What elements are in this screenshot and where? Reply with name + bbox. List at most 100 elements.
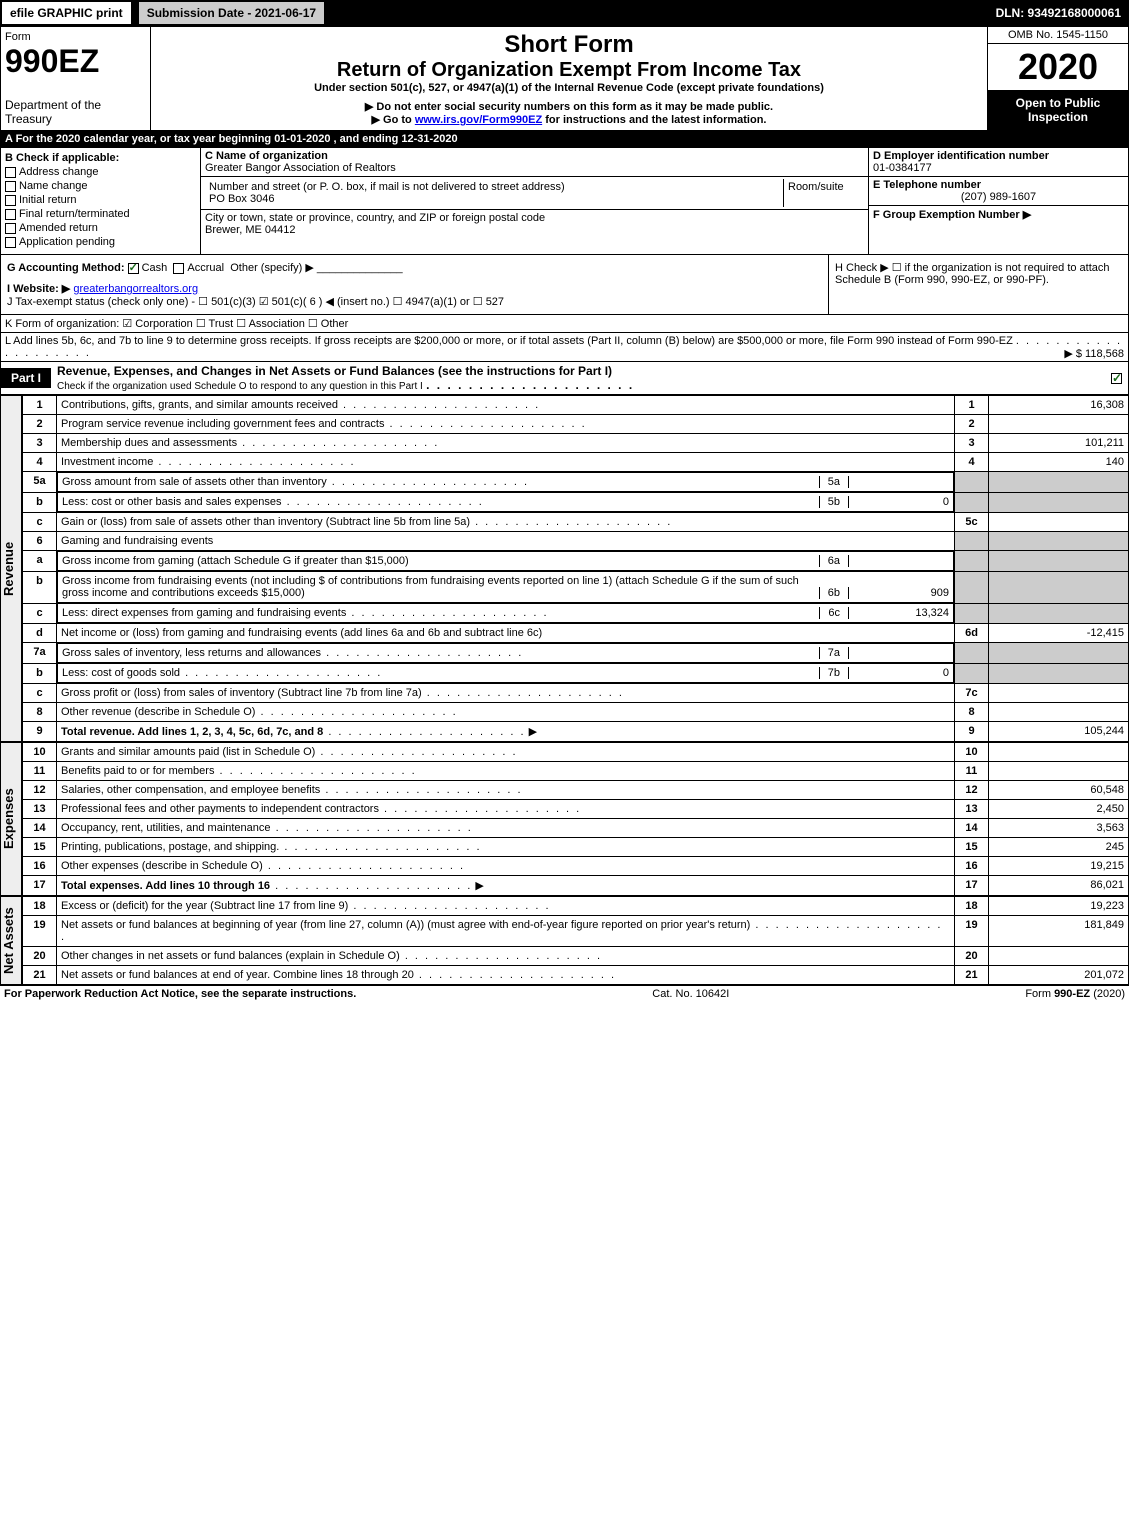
l-line: L Add lines 5b, 6c, and 7b to line 9 to …: [0, 333, 1129, 362]
line-9: 9Total revenue. Add lines 1, 2, 3, 4, 5c…: [23, 722, 1129, 742]
submission-date: Submission Date - 2021-06-17: [137, 0, 326, 26]
line-10: 10Grants and similar amounts paid (list …: [23, 743, 1129, 762]
line-3: 3Membership dues and assessments3101,211: [23, 434, 1129, 453]
line-12: 12Salaries, other compensation, and empl…: [23, 781, 1129, 800]
block-d: D Employer identification number 01-0384…: [868, 148, 1128, 254]
revenue-label: Revenue: [0, 395, 22, 742]
line-20: 20Other changes in net assets or fund ba…: [23, 947, 1129, 966]
line-6c: cLess: direct expenses from gaming and f…: [23, 603, 1129, 624]
f-label: F Group Exemption Number ▶: [873, 209, 1031, 221]
opt-application-pending[interactable]: Application pending: [5, 236, 196, 248]
line-14: 14Occupancy, rent, utilities, and mainte…: [23, 819, 1129, 838]
room-suite-label: Room/suite: [784, 179, 864, 207]
line-7b: bLess: cost of goods sold7b0: [23, 663, 1129, 684]
part1-checkbox[interactable]: [1111, 373, 1122, 384]
line-19: 19Net assets or fund balances at beginni…: [23, 916, 1129, 947]
g-label: G Accounting Method:: [7, 262, 125, 274]
part1-title: Revenue, Expenses, and Changes in Net As…: [57, 364, 612, 378]
opt-address-change[interactable]: Address change: [5, 166, 196, 178]
block-c: C Name of organization Greater Bangor As…: [201, 148, 868, 254]
opt-name-change[interactable]: Name change: [5, 180, 196, 192]
opt-initial-return[interactable]: Initial return: [5, 194, 196, 206]
city-label: City or town, state or province, country…: [205, 212, 864, 224]
goto-pre: ▶ Go to: [372, 114, 415, 126]
block-b-title: B Check if applicable:: [5, 152, 196, 164]
gh-row: G Accounting Method: Cash Accrual Other …: [0, 255, 1129, 315]
netassets-section: Net Assets 18Excess or (deficit) for the…: [0, 896, 1129, 985]
org-name: Greater Bangor Association of Realtors: [205, 162, 864, 174]
line-17: 17Total expenses. Add lines 10 through 1…: [23, 876, 1129, 896]
revenue-table: 1Contributions, gifts, grants, and simil…: [22, 395, 1129, 742]
block-b: B Check if applicable: Address change Na…: [1, 148, 201, 254]
line-18: 18Excess or (deficit) for the year (Subt…: [23, 897, 1129, 916]
line-7a: 7aGross sales of inventory, less returns…: [23, 643, 1129, 664]
blocks-bcd: B Check if applicable: Address change Na…: [0, 148, 1129, 255]
form-header: Form 990EZ Department of the Treasury Sh…: [0, 26, 1129, 131]
form-title: Return of Organization Exempt From Incom…: [155, 59, 983, 82]
footer-mid: Cat. No. 10642I: [652, 988, 729, 1000]
expenses-table: 10Grants and similar amounts paid (list …: [22, 742, 1129, 896]
d-label: D Employer identification number: [873, 150, 1124, 162]
e-label: E Telephone number: [873, 179, 1124, 191]
part1-header: Part I Revenue, Expenses, and Changes in…: [0, 362, 1129, 395]
efile-print-button[interactable]: efile GRAPHIC print: [0, 0, 133, 26]
dln: DLN: 93492168000061: [988, 2, 1129, 24]
phone: (207) 989-1607: [873, 191, 1124, 203]
line-16: 16Other expenses (describe in Schedule O…: [23, 857, 1129, 876]
goto-line: ▶ Go to www.irs.gov/Form990EZ for instru…: [155, 113, 983, 126]
form-number: 990EZ: [5, 43, 146, 80]
opt-final-return[interactable]: Final return/terminated: [5, 208, 196, 220]
line-8: 8Other revenue (describe in Schedule O)8: [23, 703, 1129, 722]
ein: 01-0384177: [873, 162, 1124, 174]
opt-amended-return[interactable]: Amended return: [5, 222, 196, 234]
line-2: 2Program service revenue including gover…: [23, 415, 1129, 434]
short-form-title: Short Form: [155, 31, 983, 59]
addr-label: Number and street (or P. O. box, if mail…: [209, 181, 779, 193]
line-5a: 5aGross amount from sale of assets other…: [23, 472, 1129, 493]
omb-number: OMB No. 1545-1150: [988, 27, 1128, 44]
website-link[interactable]: greaterbangorrealtors.org: [73, 283, 198, 295]
line-a: A For the 2020 calendar year, or tax yea…: [0, 131, 1129, 148]
g-cash: Cash: [142, 262, 168, 274]
g-accrual-check[interactable]: [173, 263, 184, 274]
goto-post: for instructions and the latest informat…: [542, 114, 766, 126]
l-amt: ▶ $ 118,568: [1064, 347, 1124, 360]
form-label: Form: [5, 31, 146, 43]
h-line: H Check ▶ ☐ if the organization is not r…: [828, 255, 1128, 314]
line-5b: bLess: cost or other basis and sales exp…: [23, 492, 1129, 513]
line-7c: cGross profit or (loss) from sales of in…: [23, 684, 1129, 703]
top-bar: efile GRAPHIC print Submission Date - 20…: [0, 0, 1129, 26]
i-label: I Website: ▶: [7, 283, 70, 295]
c-label: C Name of organization: [205, 150, 864, 162]
tax-year: 2020: [988, 44, 1128, 90]
line-21: 21Net assets or fund balances at end of …: [23, 966, 1129, 985]
g-other: Other (specify) ▶: [230, 262, 314, 274]
line-5c: cGain or (loss) from sale of assets othe…: [23, 513, 1129, 532]
footer-right: Form 990-EZ (2020): [1025, 988, 1125, 1000]
k-line: K Form of organization: ☑ Corporation ☐ …: [0, 315, 1129, 333]
netassets-table: 18Excess or (deficit) for the year (Subt…: [22, 896, 1129, 985]
g-accrual: Accrual: [187, 262, 224, 274]
expenses-section: Expenses 10Grants and similar amounts pa…: [0, 742, 1129, 896]
expenses-label: Expenses: [0, 742, 22, 896]
line-6: 6Gaming and fundraising events: [23, 532, 1129, 551]
footer-left: For Paperwork Reduction Act Notice, see …: [4, 988, 356, 1000]
ssn-warning: ▶ Do not enter social security numbers o…: [155, 100, 983, 113]
part1-check-text: Check if the organization used Schedule …: [57, 381, 423, 392]
dept-treasury: Department of the Treasury: [5, 98, 146, 126]
under-section: Under section 501(c), 527, or 4947(a)(1)…: [155, 82, 983, 94]
footer: For Paperwork Reduction Act Notice, see …: [0, 985, 1129, 1002]
line-13: 13Professional fees and other payments t…: [23, 800, 1129, 819]
irs-link[interactable]: www.irs.gov/Form990EZ: [415, 114, 542, 126]
line-6d: dNet income or (loss) from gaming and fu…: [23, 624, 1129, 643]
line-6a: aGross income from gaming (attach Schedu…: [23, 551, 1129, 572]
g-cash-check[interactable]: [128, 263, 139, 274]
j-line: J Tax-exempt status (check only one) - ☐…: [7, 295, 822, 308]
open-to-public: Open to Public Inspection: [988, 90, 1128, 130]
netassets-label: Net Assets: [0, 896, 22, 985]
l-text: L Add lines 5b, 6c, and 7b to line 9 to …: [5, 335, 1013, 347]
line-6b: bGross income from fundraising events (n…: [23, 571, 1129, 603]
revenue-section: Revenue 1Contributions, gifts, grants, a…: [0, 395, 1129, 742]
line-11: 11Benefits paid to or for members11: [23, 762, 1129, 781]
line-1: 1Contributions, gifts, grants, and simil…: [23, 396, 1129, 415]
